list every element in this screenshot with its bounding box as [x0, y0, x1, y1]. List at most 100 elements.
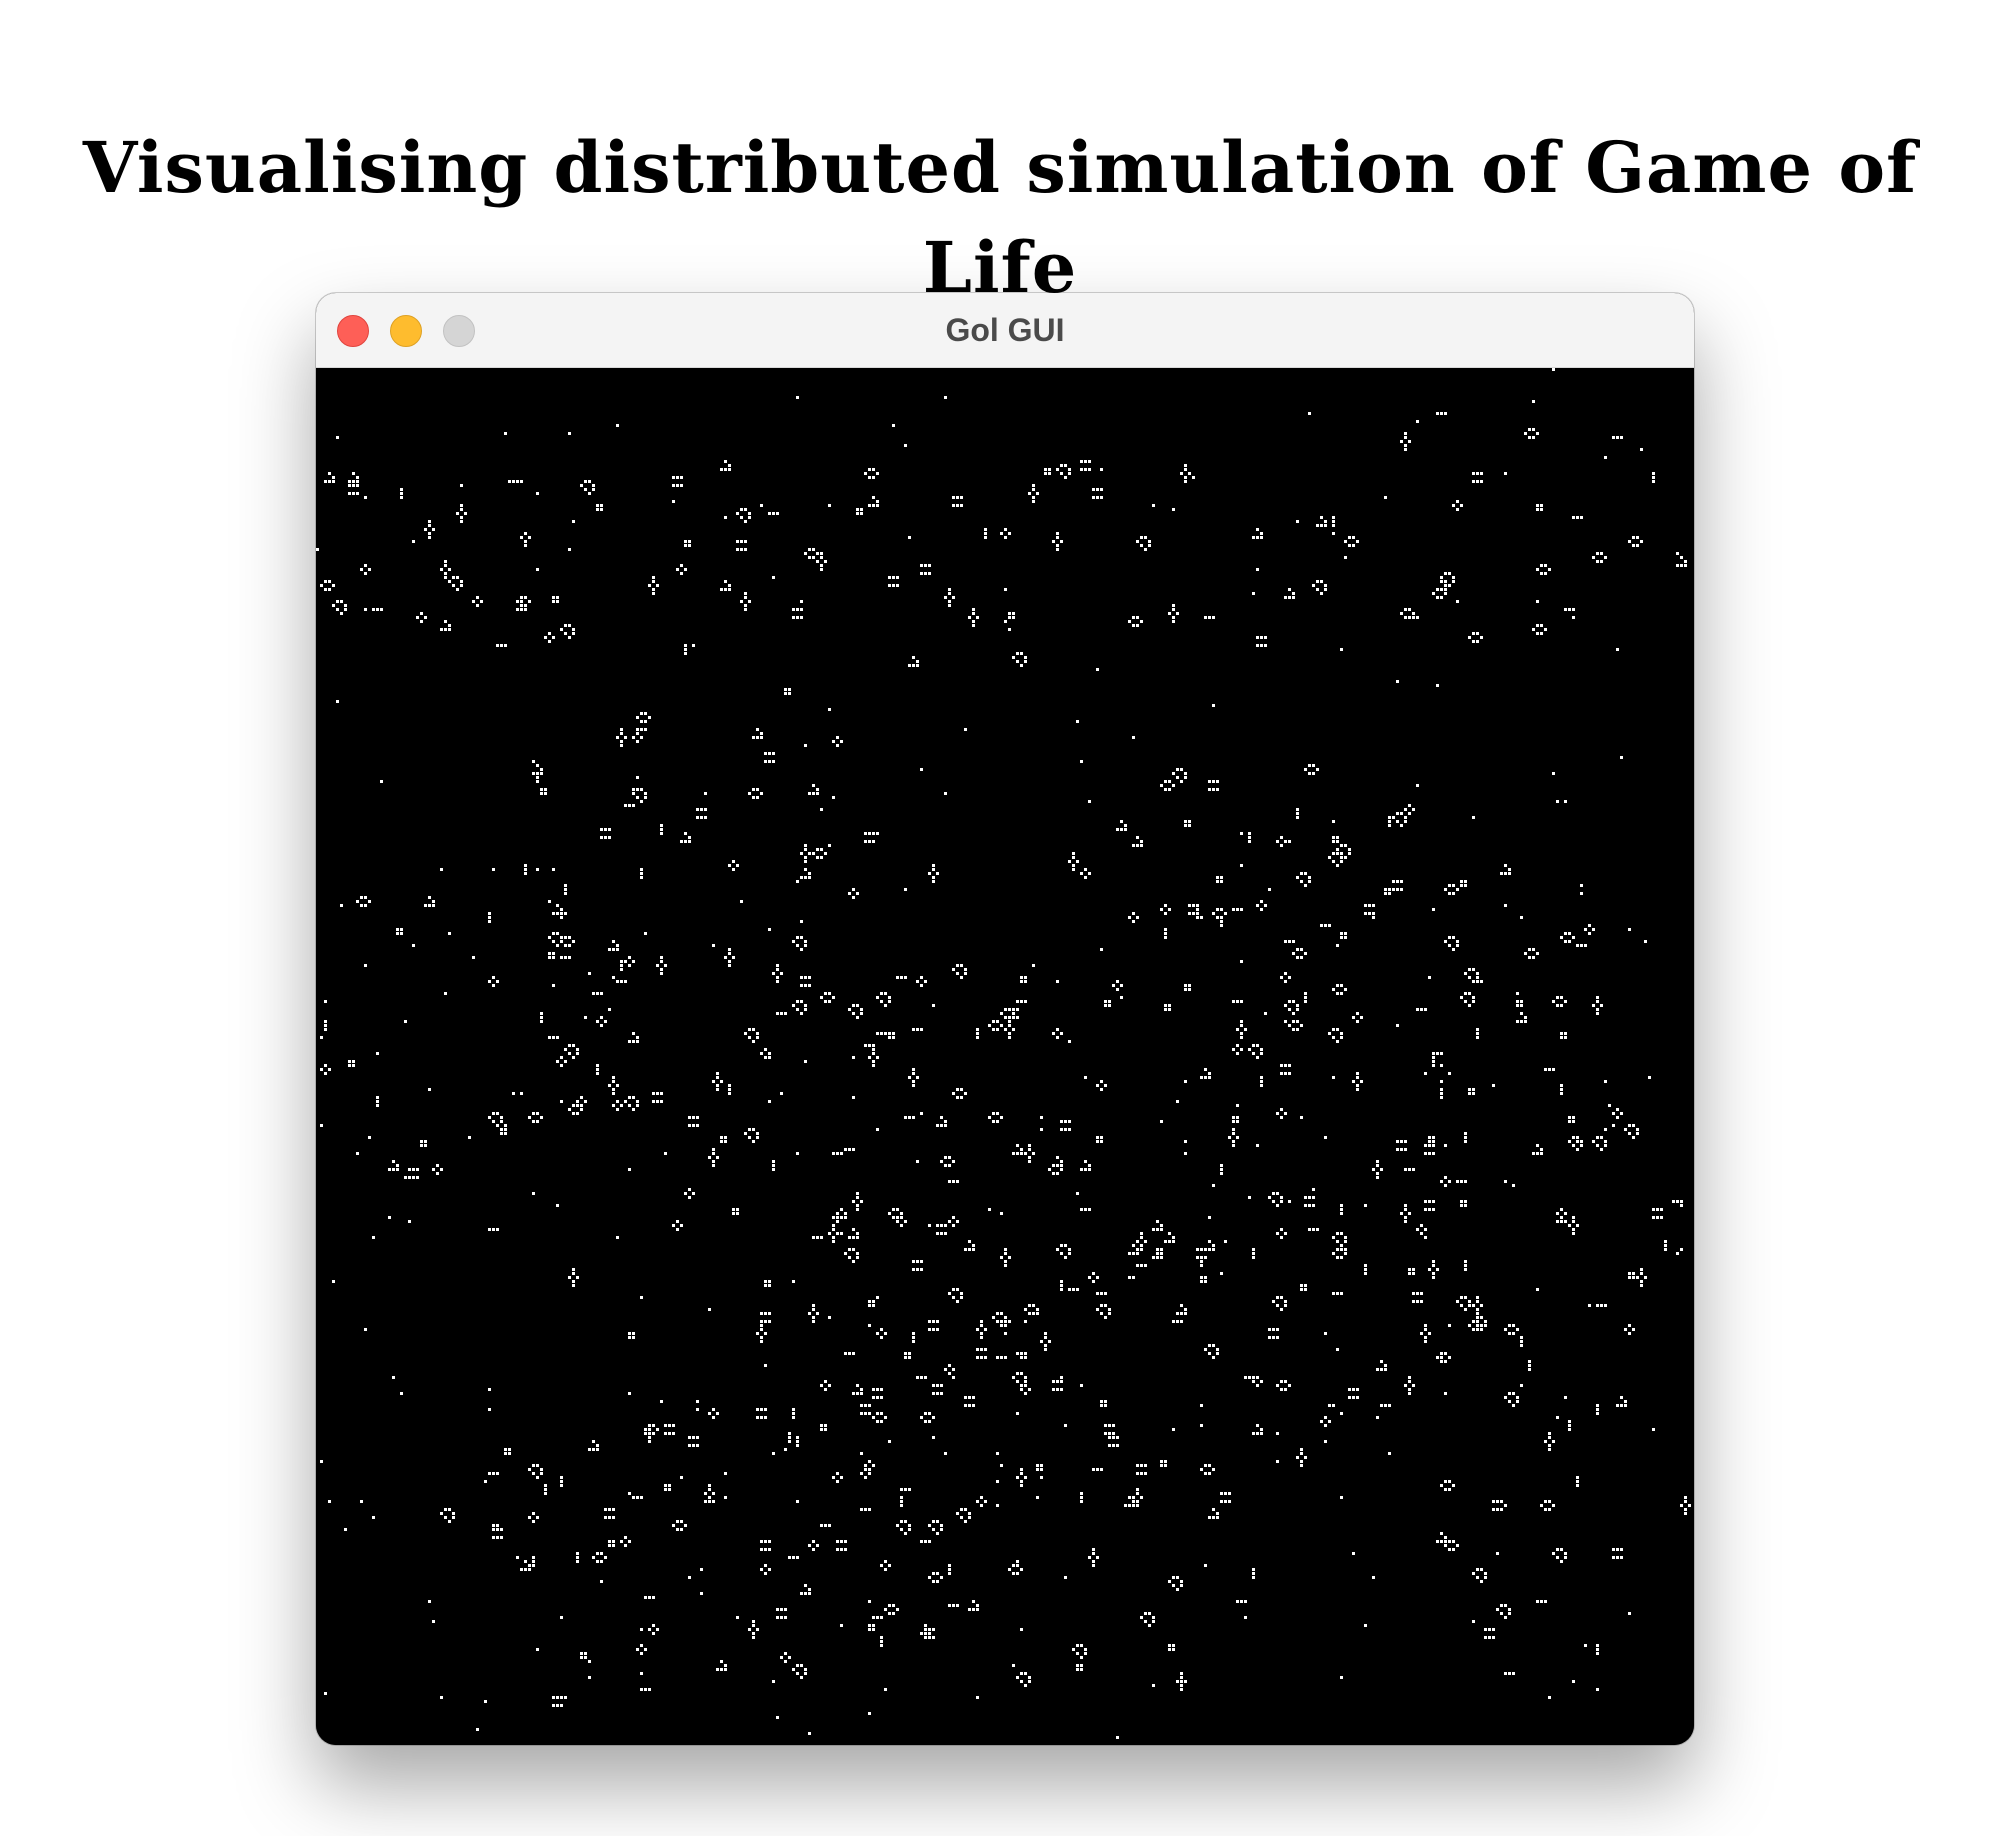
live-cell	[868, 1508, 871, 1511]
live-cell	[1268, 888, 1271, 891]
live-cell	[824, 1524, 827, 1527]
live-cell	[1428, 1140, 1431, 1143]
live-cell	[1248, 840, 1251, 843]
live-cell	[1004, 1260, 1007, 1263]
live-cell	[1424, 1072, 1427, 1075]
live-cell	[1296, 1456, 1299, 1459]
live-cell	[884, 1004, 887, 1007]
live-cell	[976, 1604, 979, 1607]
live-cell	[1028, 1148, 1031, 1151]
live-cell	[1596, 1012, 1599, 1015]
live-cell	[1436, 1356, 1439, 1359]
live-cell	[1384, 892, 1387, 895]
live-cell	[1088, 468, 1091, 471]
live-cell	[1444, 1480, 1447, 1483]
live-cell	[632, 804, 635, 807]
live-cell	[636, 1040, 639, 1043]
live-cell	[448, 568, 451, 571]
live-cell	[1556, 1416, 1559, 1419]
live-cell	[988, 1024, 991, 1027]
live-cell	[660, 832, 663, 835]
live-cell	[836, 1548, 839, 1551]
live-cell	[1104, 1432, 1107, 1435]
live-cell	[1284, 1300, 1287, 1303]
live-cell	[1020, 1672, 1023, 1675]
live-cell	[928, 1328, 931, 1331]
live-cell	[1404, 436, 1407, 439]
live-cell	[604, 1556, 607, 1559]
live-cell	[1424, 1340, 1427, 1343]
live-cell	[692, 1436, 695, 1439]
live-cell	[816, 856, 819, 859]
live-cell	[320, 584, 323, 587]
live-cell	[1172, 772, 1175, 775]
live-cell	[1020, 1148, 1023, 1151]
live-cell	[924, 1376, 927, 1379]
live-cell	[736, 512, 739, 515]
live-cell	[1596, 1136, 1599, 1139]
live-cell	[1084, 1208, 1087, 1211]
live-cell	[1540, 504, 1543, 507]
live-cell	[1544, 572, 1547, 575]
live-cell	[1064, 476, 1067, 479]
live-cell	[688, 544, 691, 547]
live-cell	[912, 1340, 915, 1343]
live-cell	[720, 1660, 723, 1663]
live-cell	[900, 1496, 903, 1499]
live-cell	[996, 1020, 999, 1023]
live-cell	[552, 636, 555, 639]
live-cell	[1564, 1032, 1567, 1035]
live-cell	[1364, 904, 1367, 907]
live-cell	[776, 512, 779, 515]
live-cell	[1120, 996, 1123, 999]
live-cell	[644, 728, 647, 731]
live-cell	[368, 568, 371, 571]
live-cell	[1628, 1272, 1631, 1275]
live-cell	[544, 788, 547, 791]
live-cell	[452, 1512, 455, 1515]
live-cell	[1184, 824, 1187, 827]
live-cell	[1232, 1132, 1235, 1135]
live-cell	[1096, 496, 1099, 499]
live-cell	[880, 1564, 883, 1567]
live-cell	[1300, 1284, 1303, 1287]
live-cell	[756, 1332, 759, 1335]
live-cell	[812, 792, 815, 795]
live-cell	[420, 1144, 423, 1147]
live-cell	[1220, 1272, 1223, 1275]
live-cell	[764, 1416, 767, 1419]
live-cell	[1604, 1144, 1607, 1147]
live-cell	[576, 1100, 579, 1103]
live-cell	[1332, 1404, 1335, 1407]
live-cell	[1336, 852, 1339, 855]
live-cell	[368, 900, 371, 903]
live-cell	[1228, 1136, 1231, 1139]
live-cell	[1376, 1160, 1379, 1163]
window-titlebar[interactable]: Gol GUI	[316, 293, 1694, 368]
live-cell	[608, 836, 611, 839]
live-cell	[1144, 1472, 1147, 1475]
live-cell	[724, 468, 727, 471]
live-cell	[876, 1396, 879, 1399]
live-cell	[580, 1096, 583, 1099]
live-cell	[1028, 1160, 1031, 1163]
live-cell	[1164, 912, 1167, 915]
live-cell	[460, 520, 463, 523]
live-cell	[1060, 464, 1063, 467]
live-cell	[1332, 1292, 1335, 1295]
live-cell	[1244, 1616, 1247, 1619]
live-cell	[1184, 1080, 1187, 1083]
live-cell	[456, 588, 459, 591]
live-cell	[560, 1056, 563, 1059]
live-cell	[1124, 824, 1127, 827]
live-cell	[696, 808, 699, 811]
live-cell	[1400, 880, 1403, 883]
live-cell	[804, 844, 807, 847]
live-cell	[704, 816, 707, 819]
live-cell	[1328, 1420, 1331, 1423]
live-cell	[868, 1044, 871, 1047]
live-cell	[728, 1088, 731, 1091]
live-cell	[1612, 1112, 1615, 1115]
live-cell	[1400, 888, 1403, 891]
live-cell	[788, 688, 791, 691]
